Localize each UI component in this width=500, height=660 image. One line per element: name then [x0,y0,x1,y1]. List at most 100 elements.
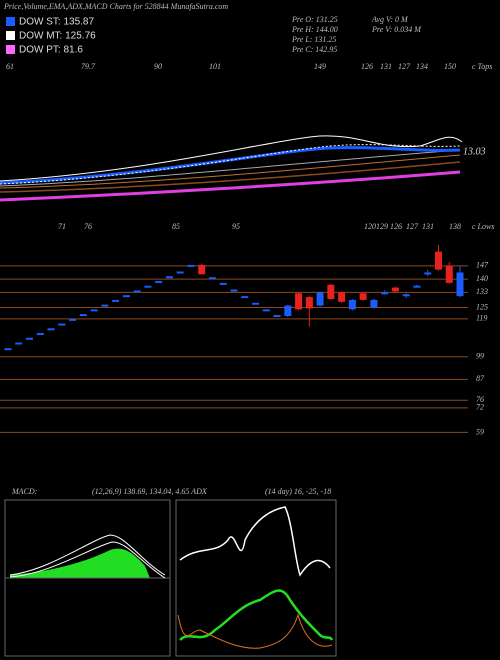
candle-body [165,276,173,279]
candle-body [359,293,367,300]
low-label: 127 [406,222,419,231]
chart-title: Price,Volume,EMA,ADX,MACD Charts for 528… [3,2,228,11]
candle-body [327,284,335,299]
candle-body [391,287,399,292]
y-tick-label: 133 [476,287,488,296]
candle-body [230,289,238,292]
candle-body [262,309,270,312]
top-label: 79.7 [81,62,96,71]
info-text: Pre C: 142.95 [291,45,337,54]
candle-body [4,348,12,351]
candle-body [90,309,98,312]
y-tick-label: 59 [476,427,484,436]
candle-body [208,277,216,280]
candle-body [219,282,227,285]
ema-st [0,146,461,185]
candle-body [47,328,55,331]
candle-body [187,264,195,267]
info-text: Pre O: 131.25 [291,15,338,24]
y-tick-label: 140 [476,274,488,283]
tops-suffix: c Tops [472,62,492,71]
candle-body [456,272,464,297]
candle-body [381,292,389,295]
candle-body [413,285,421,288]
candle-body [305,297,313,309]
top-label: 149 [314,62,326,71]
info-text: Avg V: 0 M [371,15,409,24]
top-label: 101 [209,62,221,71]
top-label: 150 [444,62,456,71]
legend-swatch [6,45,15,54]
info-text: Pre V: 0.034 M [371,25,422,34]
adx-panel [175,499,337,657]
candle-body [15,342,23,345]
candle-body [112,299,120,302]
signal-line [9,541,166,579]
info-text: Pre L: 131.25 [291,35,336,44]
macd-line [9,534,166,576]
candle-body [36,333,44,336]
y-tick-label: 76 [476,395,484,404]
y-tick-label: 125 [476,302,488,311]
y-tick-label: 119 [476,314,487,323]
candle-body [273,315,281,318]
candle-body [424,272,432,275]
ema-pt [0,170,461,202]
candle-body [133,290,141,293]
top-label: 127 [398,62,411,71]
ema-line [0,154,461,189]
candle-body [198,264,206,275]
candle-body [402,294,410,297]
candle-body [101,304,109,307]
low-label: 131 [422,222,434,231]
candle-body [338,292,346,302]
low-label: 126 [390,222,402,231]
low-label: 138 [449,222,461,231]
low-label: 120 [364,222,376,231]
ema-line [0,161,461,193]
candle-body [284,305,292,316]
ema-line [0,144,461,185]
y-tick-label: 72 [476,403,484,412]
adx-line [179,506,331,577]
candle-body [295,293,303,310]
low-label: 71 [58,222,66,231]
candle-body [69,318,77,321]
candle-body [434,251,442,270]
low-label: 85 [172,222,180,231]
low-label: 129 [376,222,388,231]
top-label: 126 [361,62,373,71]
low-label: 95 [232,222,240,231]
candle-body [241,296,249,299]
legend-label: DOW MT: 125.76 [19,31,96,42]
candle-body [26,337,34,340]
y-tick-label: 99 [476,352,484,361]
legend-swatch [6,31,15,40]
macd-histogram [10,548,150,578]
macd-values: (12,26,9) 138.69, 134.04, 4.65 ADX [92,487,208,496]
last-label: 13.03 [463,146,486,157]
candle-body [176,271,184,274]
candle-body [348,299,356,310]
macd-label: MACD: [11,487,38,496]
legend-swatch [6,17,15,26]
ema-line [0,149,461,187]
candle-body [58,323,66,326]
di-minus [177,613,333,649]
top-label: 131 [380,62,392,71]
ema-lines [0,135,463,202]
top-label: 90 [154,62,162,71]
y-tick-label: 87 [476,374,485,383]
candle-body [79,314,87,317]
ema-mt [0,135,463,182]
candle-body [445,265,453,283]
candle-body [316,292,324,306]
legend-label: DOW PT: 81.6 [19,45,83,56]
candle-body [252,302,260,305]
legend-label: DOW ST: 135.87 [19,17,94,28]
candle-body [122,295,130,298]
info-text: Pre H: 144.00 [291,25,338,34]
y-tick-label: 147 [476,261,489,270]
